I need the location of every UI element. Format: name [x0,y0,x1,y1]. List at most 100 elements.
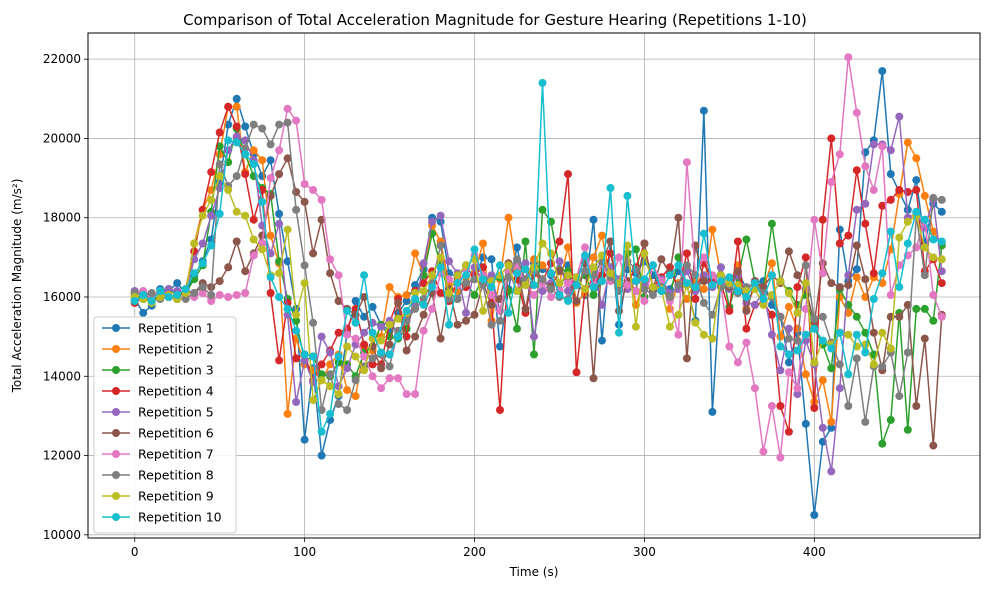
data-point [275,170,284,179]
data-point [496,406,504,414]
data-point [810,324,819,333]
data-point [445,295,453,303]
legend-marker [112,324,120,332]
data-point [708,407,717,416]
x-axis: 0 100 200 300 400 [131,538,826,559]
data-point [309,352,318,361]
data-point [903,300,912,309]
data-point [615,328,623,337]
data-point [784,358,793,367]
data-point [818,376,827,385]
data-point [351,297,360,305]
data-point [615,279,623,288]
data-point [835,150,844,159]
data-point [377,336,386,345]
data-point [665,322,674,331]
data-point [385,320,394,329]
data-point [852,330,861,339]
data-point [343,324,352,333]
data-point [521,237,530,246]
data-point [742,324,751,333]
data-point [190,269,199,278]
data-point [521,281,530,290]
data-point [878,269,887,278]
data-point [173,279,182,288]
data-point [130,297,139,305]
data-point [326,348,335,357]
data-point [462,308,470,317]
data-point [844,231,853,240]
data-point [920,271,929,280]
data-point [895,312,904,321]
data-point [249,251,258,260]
data-point [504,273,513,282]
data-point [564,271,572,280]
data-point [513,243,521,252]
data-point [351,352,360,361]
data-point [631,322,640,331]
data-point [436,334,445,343]
data-point [428,304,437,313]
data-point [555,257,564,266]
legend-marker [112,408,120,416]
data-point [530,350,538,359]
data-point [470,291,479,299]
data-point [759,283,768,292]
data-point [581,251,589,260]
data-point [555,267,564,276]
data-point [436,253,445,262]
data-point [470,275,479,284]
data-point [691,318,700,327]
data-point [249,120,258,129]
data-point [232,132,241,141]
data-point [207,241,216,250]
data-point [615,253,623,262]
data-point [487,320,496,329]
legend-marker [112,513,120,521]
data-point [232,122,241,131]
data-point [818,312,827,321]
data-point [232,138,241,147]
data-point [334,271,343,280]
legend-item: Repetition 4 [102,384,214,399]
legend-marker [112,492,120,500]
data-point [428,271,437,280]
data-point [241,150,250,159]
y-tick-label: 14000 [43,369,81,383]
data-point [784,247,793,256]
data-point [530,281,538,290]
data-point [793,271,802,280]
data-point [912,207,921,216]
data-point [691,283,700,292]
data-point [776,402,785,410]
data-point [818,269,827,278]
data-point [903,348,912,357]
data-point [198,211,207,220]
chart-title: Comparison of Total Acceleration Magnitu… [183,11,807,29]
data-point [538,261,547,270]
data-point [810,358,819,367]
legend-item: Repetition 6 [102,426,214,441]
data-point [810,511,819,519]
series-repetition-9 [130,172,946,405]
data-point [479,239,487,248]
data-point [784,427,793,436]
data-point [903,138,912,147]
data-point [878,67,887,76]
data-point [232,237,241,246]
data-point [606,237,615,246]
data-point [334,400,343,408]
data-point [453,320,462,329]
data-point [453,279,462,288]
data-point [504,308,513,317]
data-point [581,243,589,252]
data-point [835,360,844,369]
data-point [869,328,878,337]
data-point [470,263,479,272]
data-point [300,350,309,359]
data-point [368,360,377,369]
data-point [258,197,267,206]
data-point [326,370,335,379]
data-point [861,199,870,208]
data-point [436,211,445,220]
